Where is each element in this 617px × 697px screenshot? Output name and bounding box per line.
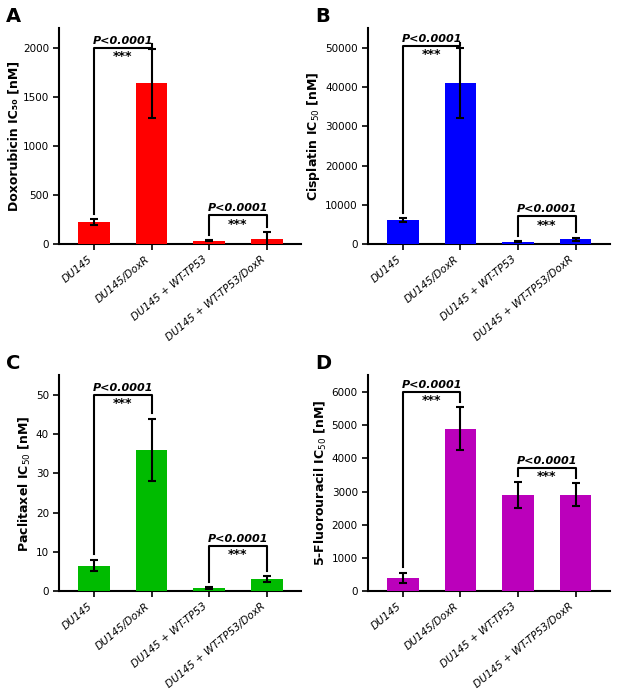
Bar <box>387 220 418 244</box>
Text: P<0.0001: P<0.0001 <box>93 383 153 393</box>
Text: A: A <box>6 7 22 26</box>
Bar <box>560 495 591 591</box>
Text: ***: *** <box>228 217 247 231</box>
Bar <box>193 241 225 244</box>
Text: P<0.0001: P<0.0001 <box>208 534 268 544</box>
Text: P<0.0001: P<0.0001 <box>516 204 577 214</box>
Text: ***: *** <box>537 470 557 484</box>
Bar <box>251 239 283 244</box>
Bar <box>502 495 534 591</box>
Y-axis label: Cisplatin IC$_{50}$ [nM]: Cisplatin IC$_{50}$ [nM] <box>305 71 323 201</box>
Y-axis label: Doxorubicin IC₅₀ [nM]: Doxorubicin IC₅₀ [nM] <box>7 61 20 211</box>
Bar <box>136 450 167 591</box>
Text: ***: *** <box>113 397 133 410</box>
Text: ***: *** <box>422 395 441 407</box>
Text: ***: *** <box>228 548 247 561</box>
Bar <box>444 83 476 244</box>
Text: C: C <box>6 354 20 374</box>
Bar <box>136 83 167 244</box>
Text: P<0.0001: P<0.0001 <box>208 204 268 213</box>
Bar <box>78 565 110 591</box>
Bar <box>78 222 110 244</box>
Text: P<0.0001: P<0.0001 <box>93 36 153 46</box>
Text: D: D <box>315 354 331 374</box>
Bar <box>502 242 534 244</box>
Bar <box>387 578 418 591</box>
Bar <box>193 588 225 591</box>
Bar <box>251 579 283 591</box>
Text: P<0.0001: P<0.0001 <box>401 34 462 44</box>
Y-axis label: 5-Fluorouracil IC$_{50}$ [nM]: 5-Fluorouracil IC$_{50}$ [nM] <box>313 400 329 567</box>
Text: ***: *** <box>422 48 441 61</box>
Bar <box>444 429 476 591</box>
Text: P<0.0001: P<0.0001 <box>516 456 577 466</box>
Bar <box>560 239 591 244</box>
Text: ***: *** <box>113 50 133 63</box>
Text: B: B <box>315 7 329 26</box>
Y-axis label: Paclitaxel IC$_{50}$ [nM]: Paclitaxel IC$_{50}$ [nM] <box>17 415 33 551</box>
Text: ***: *** <box>537 219 557 231</box>
Text: P<0.0001: P<0.0001 <box>401 380 462 390</box>
